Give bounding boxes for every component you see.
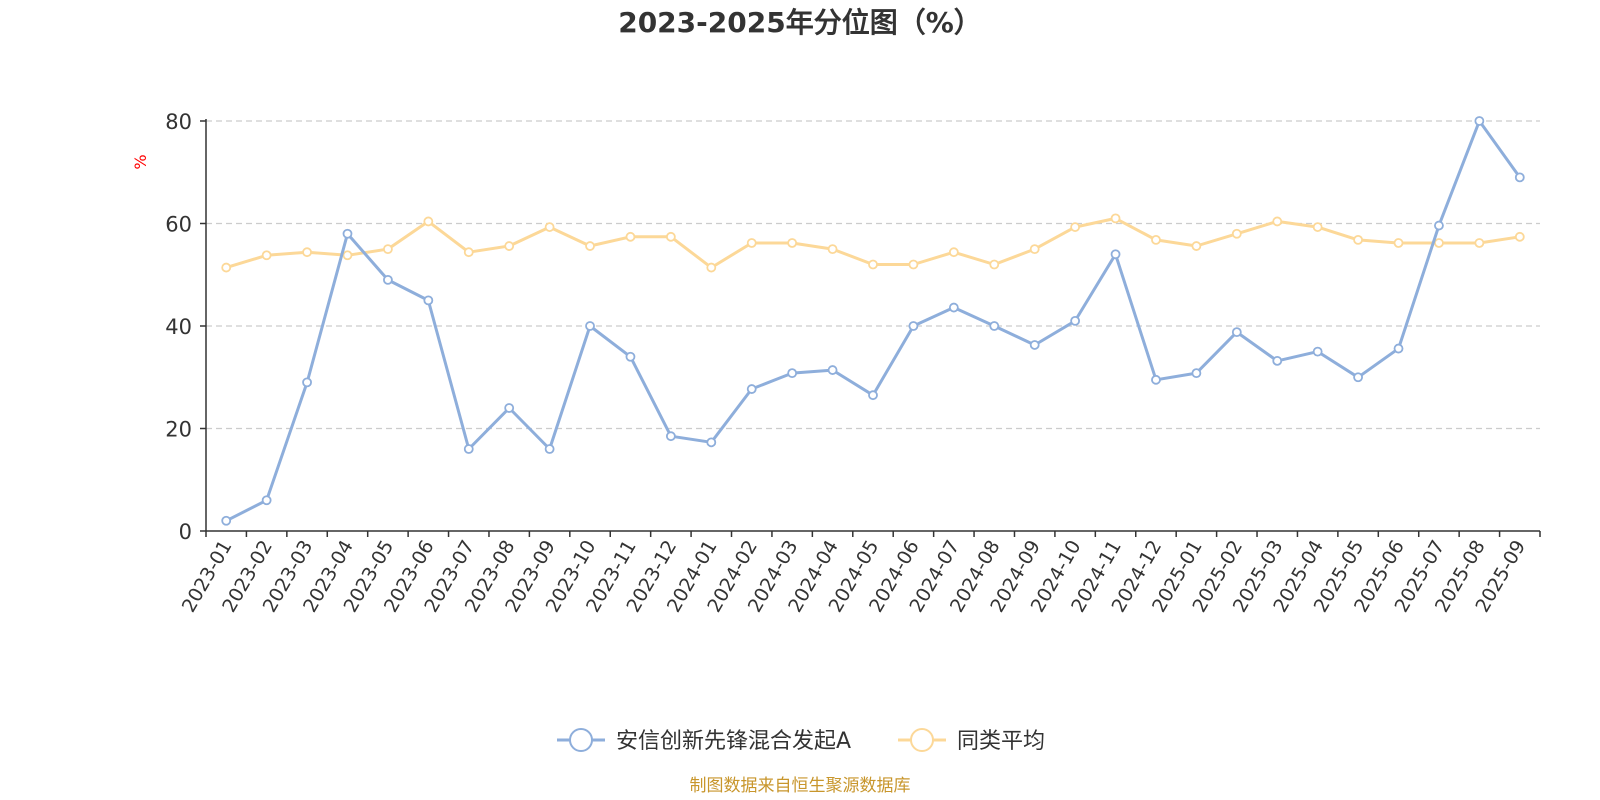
data-point[interactable] xyxy=(908,259,919,270)
data-point[interactable] xyxy=(1474,116,1485,126)
data-point[interactable] xyxy=(625,351,636,362)
legend-item-primary[interactable]: 安信创新先锋混合发起A xyxy=(557,728,851,754)
series-line-primary xyxy=(224,119,1522,523)
data-point[interactable] xyxy=(342,250,353,261)
data-point[interactable] xyxy=(1029,340,1040,350)
chart-title: 2023-2025年分位图（%） xyxy=(618,6,982,39)
data-point[interactable] xyxy=(1474,238,1485,248)
data-point[interactable] xyxy=(1514,231,1525,242)
data-point[interactable] xyxy=(1434,238,1444,248)
data-point[interactable] xyxy=(302,247,312,258)
data-point[interactable] xyxy=(1393,343,1404,354)
data-point[interactable] xyxy=(221,515,232,526)
legend-item-secondary[interactable]: 同类平均 xyxy=(898,728,1045,754)
data-point[interactable] xyxy=(1029,244,1040,255)
data-point[interactable] xyxy=(1151,234,1161,245)
data-point[interactable] xyxy=(221,262,232,273)
data-point[interactable] xyxy=(302,377,312,388)
data-point[interactable] xyxy=(261,250,272,261)
data-point[interactable] xyxy=(625,231,636,242)
data-point[interactable] xyxy=(544,222,555,232)
y-tick-label: 0 xyxy=(179,520,192,544)
legend-marker-secondary xyxy=(910,728,934,752)
data-point[interactable] xyxy=(665,231,676,242)
data-point[interactable] xyxy=(423,216,434,227)
data-point[interactable] xyxy=(706,262,717,273)
y-unit-label: % xyxy=(131,154,150,169)
data-point[interactable] xyxy=(1110,249,1121,260)
data-point[interactable] xyxy=(1070,315,1081,326)
legend-label-secondary: 同类平均 xyxy=(957,729,1045,754)
data-point[interactable] xyxy=(706,437,717,448)
data-point[interactable] xyxy=(1434,220,1444,231)
y-tick-label: 20 xyxy=(165,418,192,442)
data-point[interactable] xyxy=(787,238,798,248)
data-point[interactable] xyxy=(261,495,272,506)
data-point[interactable] xyxy=(1514,172,1525,183)
data-point[interactable] xyxy=(463,247,474,258)
data-point[interactable] xyxy=(1110,213,1121,224)
source-note: 制图数据来自恒生聚源数据库 xyxy=(690,776,911,796)
grid-lines xyxy=(206,120,1540,430)
data-point[interactable] xyxy=(746,238,757,248)
data-point[interactable] xyxy=(1272,216,1283,227)
data-point[interactable] xyxy=(908,321,919,331)
data-point[interactable] xyxy=(1353,372,1363,383)
y-tick-label: 40 xyxy=(165,315,192,339)
data-point[interactable] xyxy=(1151,374,1161,385)
data-point[interactable] xyxy=(948,302,959,313)
data-point[interactable] xyxy=(1191,241,1202,251)
data-point[interactable] xyxy=(342,228,353,239)
y-tick-label: 80 xyxy=(165,110,192,134)
data-point[interactable] xyxy=(989,321,1000,331)
data-point[interactable] xyxy=(1393,238,1404,248)
data-point[interactable] xyxy=(989,259,1000,270)
data-point[interactable] xyxy=(1312,222,1323,232)
data-point[interactable] xyxy=(746,384,757,394)
data-point[interactable] xyxy=(504,241,515,251)
legend-marker-primary xyxy=(569,728,593,752)
data-point[interactable] xyxy=(827,244,838,255)
data-point[interactable] xyxy=(383,244,393,255)
data-point[interactable] xyxy=(1191,368,1202,379)
data-point[interactable] xyxy=(1231,228,1242,239)
data-point[interactable] xyxy=(1312,346,1323,357)
legend[interactable]: 安信创新先锋混合发起A 同类平均 xyxy=(557,728,1045,754)
data-point[interactable] xyxy=(544,444,555,454)
data-point[interactable] xyxy=(1353,234,1363,245)
data-point[interactable] xyxy=(665,431,676,442)
series-lines xyxy=(221,116,1525,526)
data-point[interactable] xyxy=(463,444,474,454)
data-point[interactable] xyxy=(585,321,595,331)
data-point[interactable] xyxy=(948,247,959,258)
data-point[interactable] xyxy=(868,390,878,401)
data-point[interactable] xyxy=(868,259,878,270)
legend-label-primary: 安信创新先锋混合发起A xyxy=(616,729,851,754)
data-point[interactable] xyxy=(827,365,838,375)
data-point[interactable] xyxy=(1231,327,1242,338)
y-tick-label: 60 xyxy=(165,213,192,237)
data-point[interactable] xyxy=(383,274,393,285)
data-point[interactable] xyxy=(787,368,798,379)
data-point[interactable] xyxy=(423,295,434,306)
data-point[interactable] xyxy=(1070,222,1081,232)
data-point[interactable] xyxy=(504,403,515,413)
data-point[interactable] xyxy=(585,241,595,251)
data-point[interactable] xyxy=(1272,355,1283,366)
